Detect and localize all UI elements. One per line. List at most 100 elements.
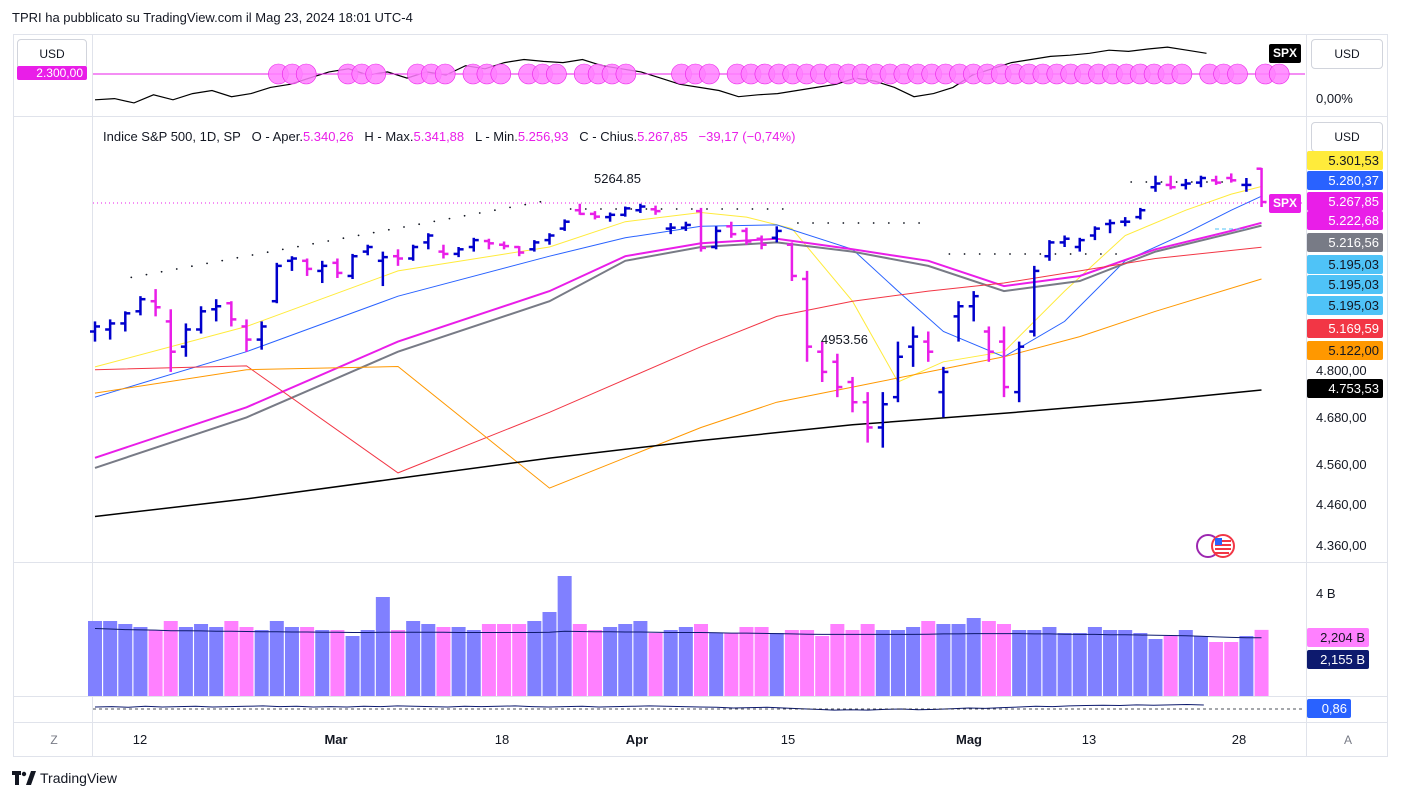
time-label-6: 13: [1081, 732, 1097, 747]
volume-bar-62: [1027, 630, 1042, 696]
volume-bar-11: [254, 630, 269, 696]
top-marker-57: [1227, 63, 1248, 85]
top-symbol-tag: SPX: [1269, 44, 1302, 63]
top-marker-2: [295, 63, 317, 85]
psar-dot-48: [827, 222, 830, 224]
volume-bar-16: [330, 630, 345, 696]
legend-symbol[interactable]: Indice S&P 500, 1D, SP: [103, 129, 241, 144]
legend-open-value: 5.340,26: [302, 129, 354, 144]
top-marker-59: [1268, 63, 1290, 85]
left-axis-border: [92, 35, 93, 756]
volume-bar-28: [512, 624, 527, 696]
legend-close-value: 5.267,85: [637, 129, 688, 144]
top-marker-21: [698, 63, 720, 85]
time-label-5: Mag: [956, 732, 982, 747]
volume-bar-42: [724, 633, 739, 696]
auto-scale-button[interactable]: A: [1343, 733, 1352, 747]
price-tag-9: 5.122,00: [1307, 341, 1383, 360]
pane-separator-top[interactable]: [14, 116, 1387, 117]
psar-dot-59: [993, 253, 996, 255]
psar-dot-44: [766, 208, 769, 210]
volume-bar-76: [1239, 636, 1254, 696]
psar-dot-17: [357, 234, 360, 237]
psar-dot-38: [675, 208, 678, 210]
main-pane-currency[interactable]: USD: [1311, 122, 1383, 152]
volume-bar-1: [103, 621, 118, 696]
psar-dot-31: [569, 208, 572, 210]
psar-dot-33: [600, 208, 602, 210]
psar-dot-66: [1100, 253, 1102, 255]
psar-dot-22: [433, 220, 436, 223]
volume-bar-9: [224, 621, 239, 696]
volume-bar-59: [981, 621, 996, 696]
psar-dot-73: [1206, 181, 1208, 183]
pane-separator-osc[interactable]: [14, 696, 1387, 697]
volume-bar-15: [315, 630, 330, 696]
top-pane-currency-right[interactable]: USD: [1311, 39, 1383, 69]
volume-bar-72: [1178, 630, 1193, 696]
volume-bar-69: [1133, 633, 1148, 696]
top-pane-line: [94, 46, 1207, 104]
psar-dot-35: [630, 208, 633, 210]
right-axis-border: [1306, 35, 1307, 756]
main-symbol-tag: SPX: [1269, 194, 1302, 213]
psar-dot-71: [1175, 181, 1178, 183]
psar-dot-62: [1039, 253, 1042, 255]
legend-close-label: C - Chius.: [579, 129, 638, 144]
psar-dot-65: [1084, 253, 1087, 255]
volume-bar-4: [148, 630, 163, 696]
time-label-7: 28: [1231, 732, 1247, 747]
volume-bar-10: [239, 627, 254, 696]
legend-change-value: −39,17 (−0,74%): [698, 129, 796, 144]
price-tag-2: 5.267,85: [1307, 192, 1383, 211]
volume-bar-55: [921, 621, 936, 696]
psar-dot-64: [1069, 253, 1072, 255]
volume-bar-57: [951, 624, 966, 696]
volume-bar-46: [784, 630, 799, 696]
volume-bar-35: [618, 624, 633, 696]
psar-dot-43: [751, 208, 754, 210]
tradingview-logo-icon: [12, 771, 36, 785]
top-axis-label: 0,00%: [1316, 91, 1353, 106]
top-marker-11: [490, 63, 512, 85]
psar-dot-27: [509, 206, 511, 209]
psar-dot-61: [1024, 253, 1027, 255]
time-label-2: 18: [494, 732, 510, 747]
price-tag-6: 5.195,03: [1307, 275, 1383, 294]
volume-bar-12: [269, 621, 284, 696]
oscillator-tag: 0,86: [1307, 699, 1351, 718]
volume-bar-24: [451, 627, 466, 696]
volume-bar-30: [542, 612, 557, 696]
tradingview-logo[interactable]: TradingView: [12, 770, 117, 786]
top-left-value-tag: 2.300,00: [17, 66, 87, 80]
psar-dot-45: [781, 208, 784, 210]
volume-bar-48: [815, 636, 830, 696]
pane-separator-volume[interactable]: [14, 562, 1387, 563]
volume-bar-60: [997, 624, 1011, 696]
volume-bar-71: [1163, 636, 1178, 696]
volume-bar-70: [1148, 639, 1163, 696]
psar-dot-13: [297, 245, 299, 248]
ma-line-1: [94, 195, 1262, 398]
volume-tag-average: 2,155 B: [1307, 650, 1369, 669]
volume-bar-58: [966, 618, 981, 696]
price-tag-3: 5.222,68: [1307, 211, 1383, 230]
top-marker-14: [546, 63, 567, 85]
ma-line-6: [94, 389, 1262, 518]
volume-bar-5: [163, 621, 178, 696]
psar-dot-51: [872, 222, 875, 224]
us-flag-icon[interactable]: [1196, 533, 1236, 559]
top-pane-currency-left[interactable]: USD: [17, 39, 87, 69]
volume-bar-2: [118, 624, 133, 696]
price-tag-5: 5.195,03: [1307, 255, 1383, 274]
volume-avg-line: [94, 628, 1262, 639]
psar-dot-47: [812, 222, 814, 224]
volume-bar-6: [178, 627, 193, 696]
volume-bar-36: [633, 621, 648, 696]
psar-dot-5: [175, 268, 178, 270]
ma-line-2: [94, 221, 1262, 459]
volume-bar-27: [497, 624, 512, 696]
volume-bar-43: [739, 627, 754, 696]
zoom-button[interactable]: Z: [50, 733, 58, 747]
